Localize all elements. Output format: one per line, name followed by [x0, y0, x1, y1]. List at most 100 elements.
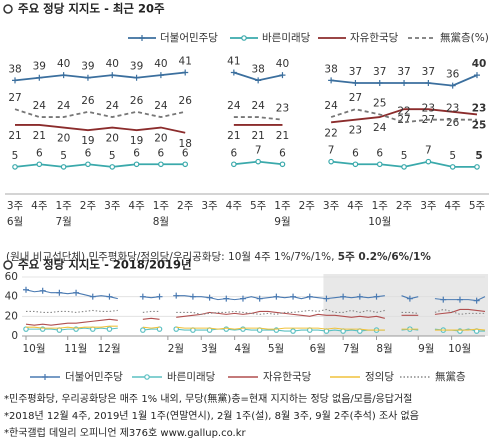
- marker: [173, 292, 180, 299]
- marker: [133, 74, 140, 81]
- marker: [241, 35, 247, 41]
- data-label: 25: [472, 119, 487, 131]
- legend-label: 無黨층: [435, 370, 466, 383]
- data-label: 19: [130, 135, 143, 147]
- marker: [290, 328, 296, 334]
- data-label: 24: [227, 100, 241, 112]
- marker: [182, 161, 189, 168]
- marker: [144, 374, 150, 380]
- marker: [23, 286, 29, 293]
- marker: [158, 161, 164, 168]
- x-tick-label: 1주: [274, 200, 291, 212]
- legend-label: 더불어민주당: [160, 32, 218, 44]
- x-tick-label: 3주: [104, 200, 121, 212]
- marker: [255, 77, 262, 84]
- data-label: 6: [133, 147, 140, 159]
- data-label: 40: [472, 58, 487, 70]
- marker: [290, 293, 297, 300]
- data-label: 27: [397, 114, 410, 126]
- marker: [230, 69, 237, 76]
- marker: [376, 161, 383, 168]
- x-tick-label: 4주: [445, 200, 462, 212]
- data-label: 37: [397, 66, 410, 78]
- data-label: 39: [130, 61, 143, 73]
- marker: [473, 297, 480, 304]
- marker: [456, 296, 463, 303]
- data-label: 23: [446, 103, 459, 115]
- marker: [376, 79, 383, 86]
- marker: [133, 161, 140, 168]
- data-label: 6: [182, 147, 189, 159]
- footnote: *민주평화당, 우리공화당은 매주 1% 내외, 무당(無黨)층=현재 지지하는…: [4, 392, 412, 405]
- data-label: 6: [85, 147, 92, 159]
- data-label: 21: [276, 130, 289, 142]
- x-tick-label: 6월: [310, 343, 326, 355]
- footnote: *한국갤럽 데일리 오피니언 제376호 www.gallup.co.kr: [4, 427, 247, 439]
- marker: [106, 326, 113, 332]
- marker: [85, 161, 91, 168]
- series-line: [25, 289, 486, 302]
- x-tick-label: 4주: [226, 200, 243, 212]
- x-tick-label: 8월: [376, 343, 392, 355]
- data-label: 24: [154, 100, 168, 112]
- chart-title: 주요 정당 지지도 - 2018/2019년: [18, 258, 192, 272]
- series-line: [26, 325, 486, 331]
- data-label: 5: [12, 150, 19, 162]
- data-label: 22: [324, 127, 337, 139]
- data-label: 19: [81, 135, 94, 147]
- note-bold: 5주 0.2%/6%/1%: [338, 251, 432, 263]
- x-tick-label: 3주: [420, 200, 437, 212]
- note-text: (원내 비교섭단체) 민주평화당/정의당/우리공화당: 10월 4주 1%/7%…: [6, 251, 334, 263]
- marker: [12, 164, 18, 170]
- data-label: 21: [227, 130, 240, 142]
- marker: [256, 295, 263, 302]
- legend-label: 無黨층(%): [440, 31, 489, 44]
- data-label: 21: [33, 130, 46, 142]
- data-label: 18: [179, 138, 192, 150]
- marker: [206, 294, 213, 301]
- x-tick-label: 1주: [372, 200, 389, 212]
- data-label: 38: [251, 63, 264, 75]
- legend-label: 정의당: [365, 371, 394, 383]
- data-label: 26: [130, 95, 144, 107]
- data-label: 27: [349, 92, 362, 104]
- x-tick-label: 5주: [469, 200, 486, 212]
- marker: [425, 79, 432, 86]
- data-label: 6: [230, 147, 237, 159]
- marker: [449, 164, 456, 170]
- marker: [231, 161, 237, 168]
- title-icon: [3, 260, 13, 270]
- x-tick-label: 2주: [299, 200, 316, 212]
- marker: [189, 293, 196, 300]
- legend-label: 더불어민주당: [65, 371, 123, 383]
- data-label: 41: [227, 55, 240, 67]
- series-line: [26, 327, 485, 332]
- data-label: 21: [251, 130, 264, 142]
- x-tick-label: 4월: [234, 343, 250, 355]
- marker: [139, 293, 146, 300]
- marker: [373, 293, 380, 300]
- data-label: 25: [373, 97, 386, 109]
- marker: [352, 161, 359, 168]
- x-tick-label: 4주: [31, 200, 48, 212]
- marker: [106, 293, 113, 300]
- chart-title: 주요 정당 지지도 - 최근 20주: [18, 2, 165, 16]
- data-label: 20: [154, 133, 167, 145]
- data-label: 40: [106, 58, 119, 70]
- marker: [474, 164, 480, 170]
- data-label: 7: [328, 145, 335, 157]
- x-tick-label: 5주: [250, 200, 267, 212]
- x-month-label: 8월: [153, 216, 169, 228]
- marker: [84, 74, 91, 81]
- legend-label: 바른미래당: [262, 32, 311, 44]
- data-label: 26: [81, 95, 95, 107]
- data-label: 27: [8, 92, 21, 104]
- series-line: [14, 108, 477, 124]
- x-tick-label: 10월: [448, 343, 471, 355]
- data-label: 37: [422, 66, 435, 78]
- x-tick-label: 9월: [418, 343, 434, 355]
- marker: [60, 164, 67, 170]
- marker: [36, 161, 43, 168]
- x-tick-label: 11월: [64, 343, 87, 355]
- marker: [273, 293, 280, 300]
